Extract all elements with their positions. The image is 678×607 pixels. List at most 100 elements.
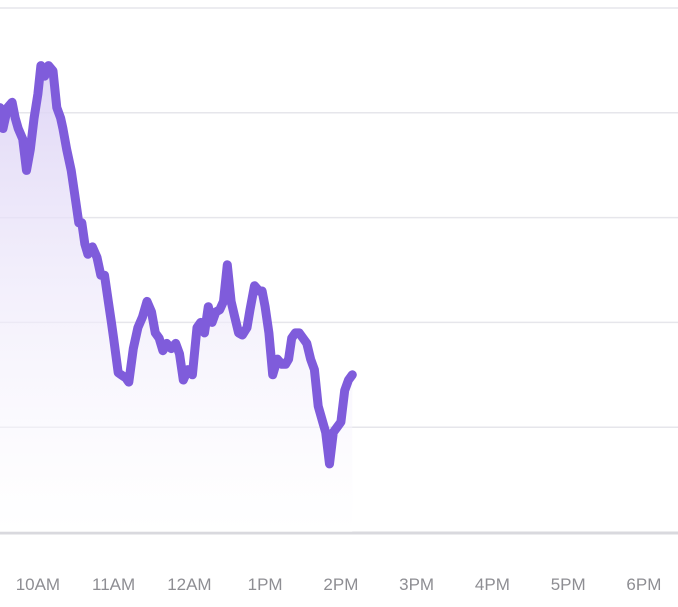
data-point-62 [238,332,240,334]
data-point-36 [132,348,134,350]
data-point-73 [281,363,283,365]
data-point-55 [211,321,213,323]
data-point-24 [87,253,89,255]
data-point-38 [141,316,143,318]
data-point-70 [268,332,270,334]
data-point-86 [329,463,331,465]
data-point-72 [276,358,278,360]
x-axis-tick-labels: 10AM 11AM 12AM 1PM 2PM 3PM 4PM 5PM 6PM [16,575,662,594]
x-tick-label-6: 4PM [475,575,510,594]
data-point-44 [166,342,168,344]
series-line [0,61,357,469]
data-point-40 [151,311,153,313]
data-point-84 [322,421,324,423]
data-point-29 [107,300,109,302]
x-tick-label-7: 5PM [551,575,586,594]
data-point-77 [294,332,296,334]
data-point-3 [11,101,13,103]
data-point-9 [33,117,35,119]
data-point-12 [44,75,46,77]
data-point-51 [196,327,198,329]
data-point-27 [100,274,102,276]
data-point-81 [310,358,312,360]
data-point-90 [344,390,346,392]
data-point-78 [298,332,300,334]
data-point-79 [302,337,304,339]
x-tick-label-4: 2PM [323,575,358,594]
data-point-43 [162,350,164,352]
data-point-8 [29,149,31,151]
data-point-67 [258,290,260,292]
data-point-7 [26,169,28,171]
data-point-6 [22,138,24,140]
x-tick-label-1: 11AM [92,575,135,594]
data-point-10 [37,93,39,95]
data-point-37 [137,327,139,329]
data-point-85 [325,431,327,433]
data-point-68 [261,290,263,292]
data-point-59 [226,264,228,266]
data-point-57 [219,309,221,311]
data-point-89 [340,421,342,423]
data-point-54 [207,306,209,308]
data-point-71 [272,374,274,376]
data-point-50 [191,374,193,376]
data-point-61 [234,316,236,318]
data-point-26 [96,256,98,258]
data-point-82 [313,369,315,371]
data-point-76 [291,337,293,339]
data-point-74 [285,363,287,365]
data-point-41 [154,332,156,334]
data-point-92 [351,374,353,376]
x-tick-label-0: 10AM [16,575,60,594]
data-point-17 [62,128,64,130]
data-point-34 [125,377,127,379]
data-point-33 [120,374,122,376]
data-point-20 [75,201,77,203]
data-point-49 [187,369,189,371]
data-point-28 [104,274,106,276]
data-point-4 [14,117,16,119]
data-point-64 [246,327,248,329]
data-point-11 [40,65,42,67]
data-point-30 [110,321,112,323]
data-point-52 [200,321,202,323]
data-point-39 [146,300,148,302]
data-point-69 [264,306,266,308]
data-point-31 [113,337,115,339]
data-point-23 [84,243,86,245]
data-point-58 [223,300,225,302]
data-point-88 [336,426,338,428]
data-point-56 [215,311,217,313]
data-point-80 [306,342,308,344]
data-point-83 [317,405,319,407]
data-point-75 [288,358,290,360]
data-point-18 [66,149,68,151]
data-point-53 [204,332,206,334]
data-point-60 [230,300,232,302]
data-point-5 [17,128,19,130]
series-area-fill [0,65,353,532]
data-point-63 [241,334,243,336]
data-point-19 [70,169,72,171]
data-point-32 [117,372,119,374]
data-point-47 [179,353,181,355]
data-point-35 [128,381,130,383]
data-point-91 [348,379,350,381]
data-point-2 [7,107,9,109]
data-point-21 [78,222,80,224]
data-point-25 [91,246,93,248]
data-point-45 [170,348,172,350]
data-point-14 [52,70,54,72]
data-point-87 [332,431,334,433]
data-point-42 [158,337,160,339]
data-point-48 [182,379,184,381]
data-point-16 [60,117,62,119]
data-point-22 [81,222,83,224]
x-tick-label-5: 3PM [399,575,434,594]
data-point-15 [56,107,58,109]
x-tick-label-3: 1PM [248,575,283,594]
data-point-46 [175,342,177,344]
